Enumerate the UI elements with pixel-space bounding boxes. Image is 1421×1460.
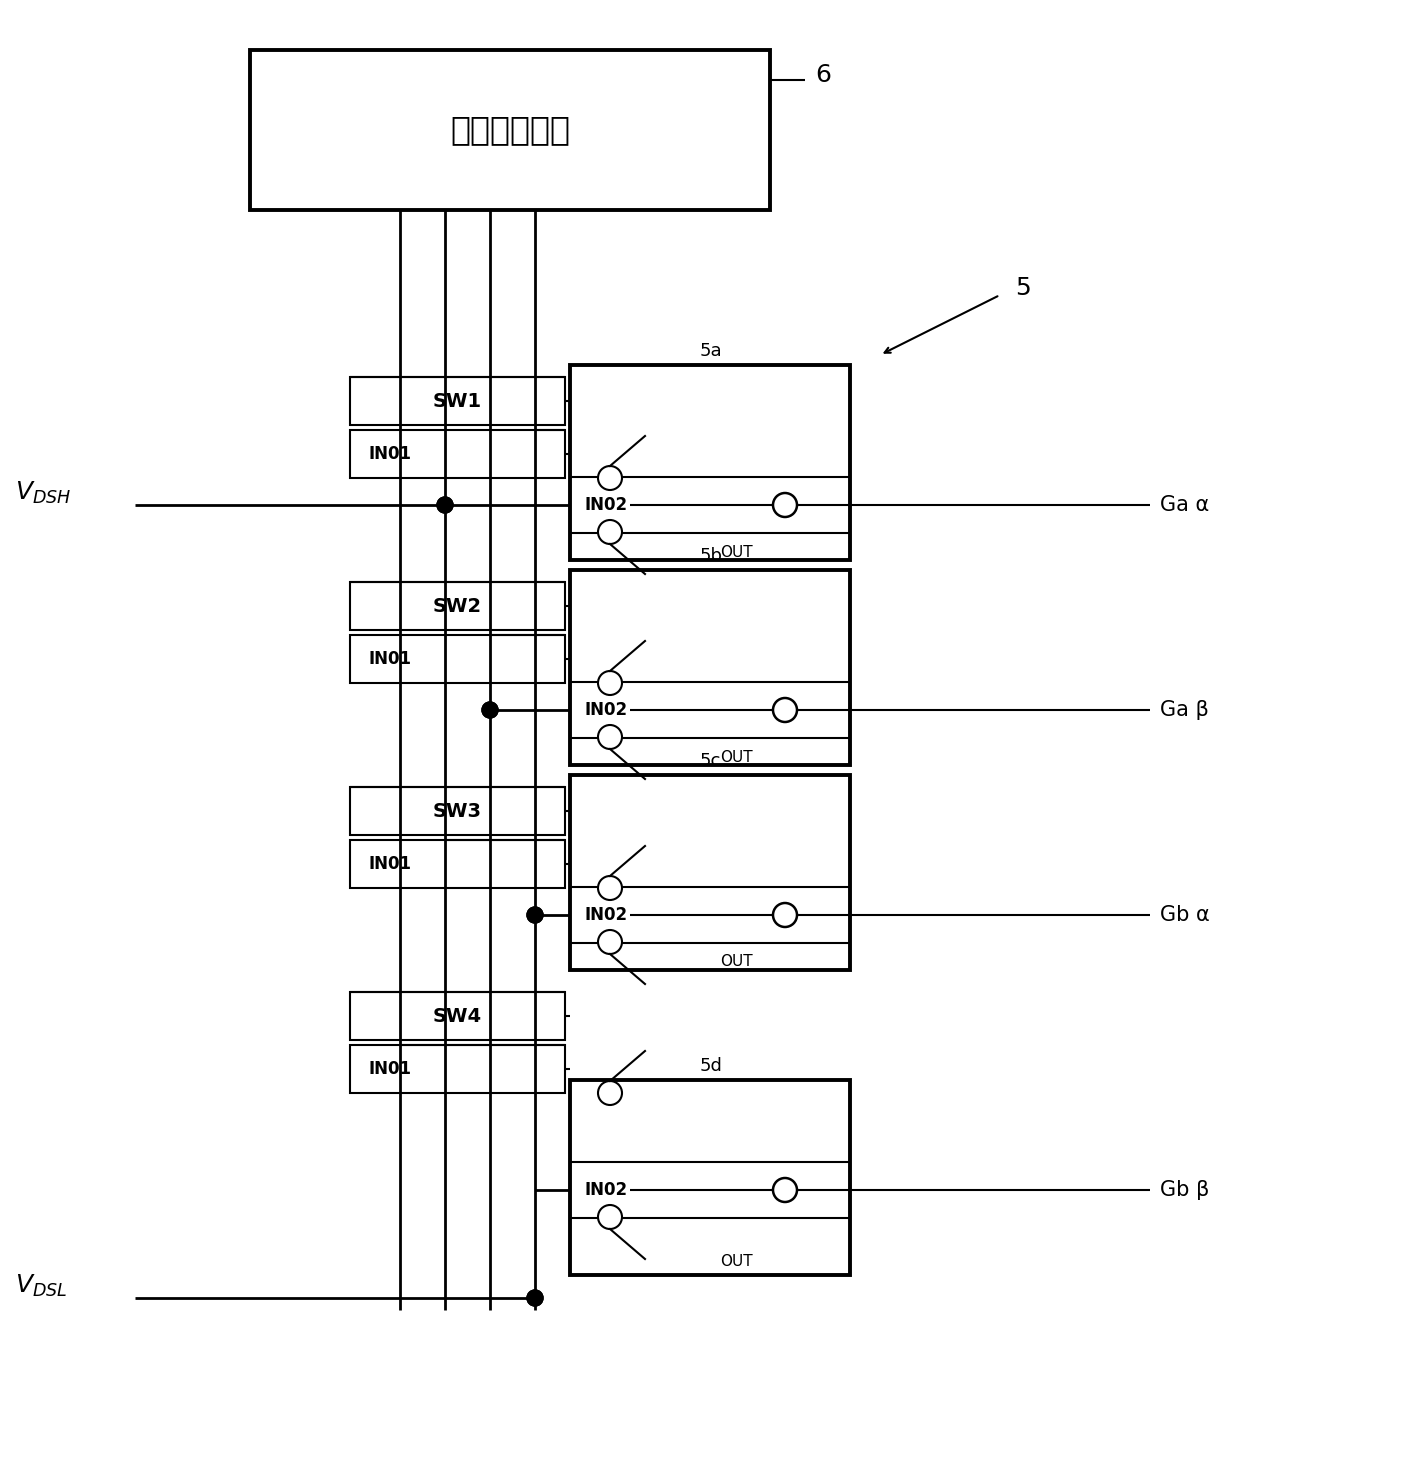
Bar [570,365,850,561]
Text: OUT: OUT [720,545,753,559]
Text: 5c: 5c [701,752,722,769]
Circle shape [527,1291,543,1307]
Text: IN01: IN01 [368,650,411,669]
Circle shape [438,496,453,512]
Circle shape [527,1291,543,1307]
Bar [570,569,850,765]
Text: IN02: IN02 [585,496,628,514]
Circle shape [598,672,622,695]
Bar [350,377,566,425]
Text: 5b: 5b [701,548,723,565]
Circle shape [773,698,797,723]
Text: 5d: 5d [701,1057,723,1075]
Circle shape [598,1080,622,1105]
Text: 6: 6 [816,63,831,88]
Bar [350,787,566,835]
Text: OUT: OUT [720,749,753,765]
Circle shape [527,907,543,923]
Circle shape [598,930,622,953]
Text: IN01: IN01 [368,445,411,463]
Circle shape [482,702,497,718]
Text: SW4: SW4 [433,1006,482,1025]
Text: IN01: IN01 [368,856,411,873]
Circle shape [773,902,797,927]
Circle shape [598,466,622,491]
Text: 5: 5 [1015,276,1030,299]
Text: SW2: SW2 [433,597,482,616]
Circle shape [438,496,453,512]
Circle shape [598,1204,622,1229]
Text: IN02: IN02 [585,701,628,718]
Circle shape [482,702,497,718]
Text: Gb β: Gb β [1160,1180,1209,1200]
Text: IN02: IN02 [585,1181,628,1199]
Bar [350,991,566,1040]
Text: IN01: IN01 [368,1060,411,1077]
Text: Gb α: Gb α [1160,905,1209,926]
Text: $V_{DSL}$: $V_{DSL}$ [16,1273,67,1299]
Bar [350,431,566,477]
Circle shape [598,876,622,899]
Text: Ga β: Ga β [1160,699,1209,720]
Text: 驱动控制电路: 驱动控制电路 [450,114,570,146]
Bar [350,583,566,631]
Circle shape [773,493,797,517]
Text: 5a: 5a [701,342,723,361]
Text: IN02: IN02 [585,907,628,924]
Circle shape [527,907,543,923]
Circle shape [598,726,622,749]
Text: OUT: OUT [720,955,753,969]
Circle shape [773,1178,797,1202]
Text: SW1: SW1 [433,391,482,410]
Text: SW3: SW3 [433,802,482,821]
Bar [350,635,566,683]
Bar [250,50,770,210]
Text: Ga α: Ga α [1160,495,1209,515]
Circle shape [598,520,622,545]
Text: OUT: OUT [720,1254,753,1270]
Bar [570,1080,850,1275]
Bar [570,775,850,969]
Bar [350,839,566,888]
Text: $V_{DSH}$: $V_{DSH}$ [16,480,71,507]
Bar [350,1045,566,1094]
